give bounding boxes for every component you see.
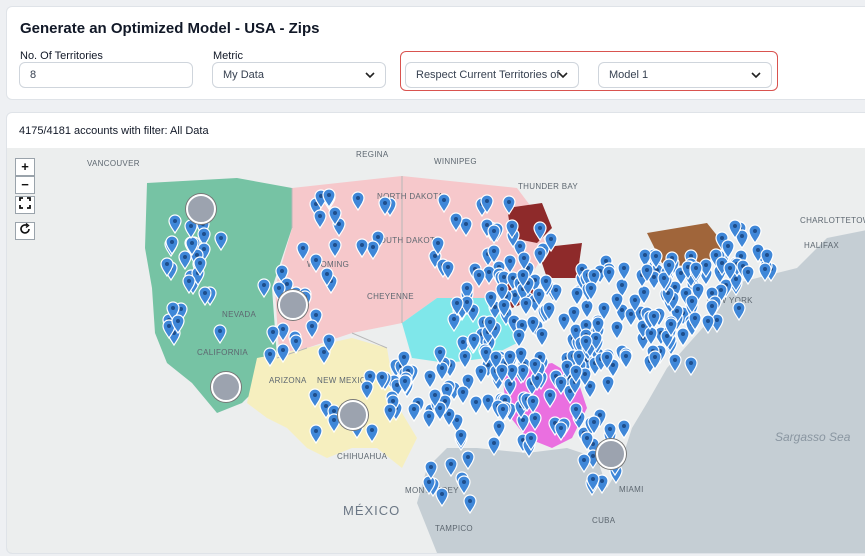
map-label-cheyenne: CHEYENNE — [367, 292, 414, 301]
map-label-wyoming: WYOMING — [307, 260, 350, 269]
territory-owner-avatar[interactable] — [338, 400, 368, 430]
map-label-charlottetown: CHARLOTTETOWN — [800, 216, 865, 225]
map-label-california: CALIFORNIA — [197, 348, 249, 357]
respect-territories-value: Respect Current Territories of — [416, 69, 560, 81]
map-label-south-dakota: SOUTH DAKOTA — [374, 236, 441, 245]
map-label-vancouver: VANCOUVER — [87, 159, 140, 168]
chevron-down-icon — [558, 72, 568, 79]
territories-input[interactable]: 8 — [19, 62, 193, 88]
map-label-nevada: NEVADA — [222, 310, 257, 319]
fullscreen-icon — [19, 197, 31, 209]
map-label-halifax: HALIFAX — [804, 241, 840, 250]
map-label-arizona: ARIZONA — [269, 376, 307, 385]
map-label-new-mexico: NEW MEXICO — [317, 376, 373, 385]
map-label-sargasso-sea: Sargasso Sea — [775, 430, 851, 444]
fullscreen-button[interactable] — [15, 196, 35, 214]
chevron-down-icon — [751, 72, 761, 79]
map-label-regina: REGINA — [356, 150, 389, 159]
generate-model-card: Generate an Optimized Model - USA - Zips… — [6, 6, 865, 100]
territory-owner-avatar[interactable] — [186, 194, 216, 224]
map-label-cuba: CUBA — [592, 516, 616, 525]
map-label-tampico: TAMPICO — [435, 524, 473, 533]
territory-map[interactable]: VANCOUVER REGINA WINNIPEG THUNDER BAY CH… — [7, 148, 865, 553]
respect-territories-select[interactable]: Respect Current Territories of — [405, 62, 579, 88]
zoom-in-button[interactable]: + — [15, 158, 35, 176]
map-label-winnipeg: WINNIPEG — [434, 157, 477, 166]
map-card: 4175/4181 accounts with filter: All Data… — [6, 112, 865, 554]
territories-label: No. Of Territories — [20, 50, 103, 62]
map-label-new-york: NEW YORK — [707, 296, 753, 305]
account-count-text: 4175/4181 accounts with filter: All Data — [19, 125, 209, 137]
metric-label: Metric — [213, 50, 243, 62]
zoom-out-button[interactable]: − — [15, 176, 35, 194]
chevron-down-icon — [365, 72, 375, 79]
reset-map-button[interactable] — [15, 222, 35, 240]
refresh-icon — [20, 222, 30, 234]
metric-value: My Data — [223, 69, 264, 81]
territory-west — [145, 178, 292, 413]
territory-owner-avatar[interactable] — [211, 372, 241, 402]
map-label-north-dakota: NORTH DAKOTA — [377, 192, 444, 201]
map-label-chihuahua: CHIHUAHUA — [337, 452, 388, 461]
respect-territories-group — [400, 51, 778, 91]
territories-value: 8 — [30, 69, 37, 81]
map-label-thunder-bay: THUNDER BAY — [518, 182, 579, 191]
model-select[interactable]: Model 1 — [598, 62, 772, 88]
model-value: Model 1 — [609, 69, 649, 81]
page-title: Generate an Optimized Model - USA - Zips — [20, 20, 320, 37]
map-label-miami: MIAMI — [619, 485, 644, 494]
map-label-monterrey: MONTERREY — [405, 486, 459, 495]
map-label-mexico: MÉXICO — [343, 503, 401, 518]
metric-select[interactable]: My Data — [212, 62, 386, 88]
territory-owner-avatar[interactable] — [278, 290, 308, 320]
territory-owner-avatar[interactable] — [596, 439, 626, 469]
